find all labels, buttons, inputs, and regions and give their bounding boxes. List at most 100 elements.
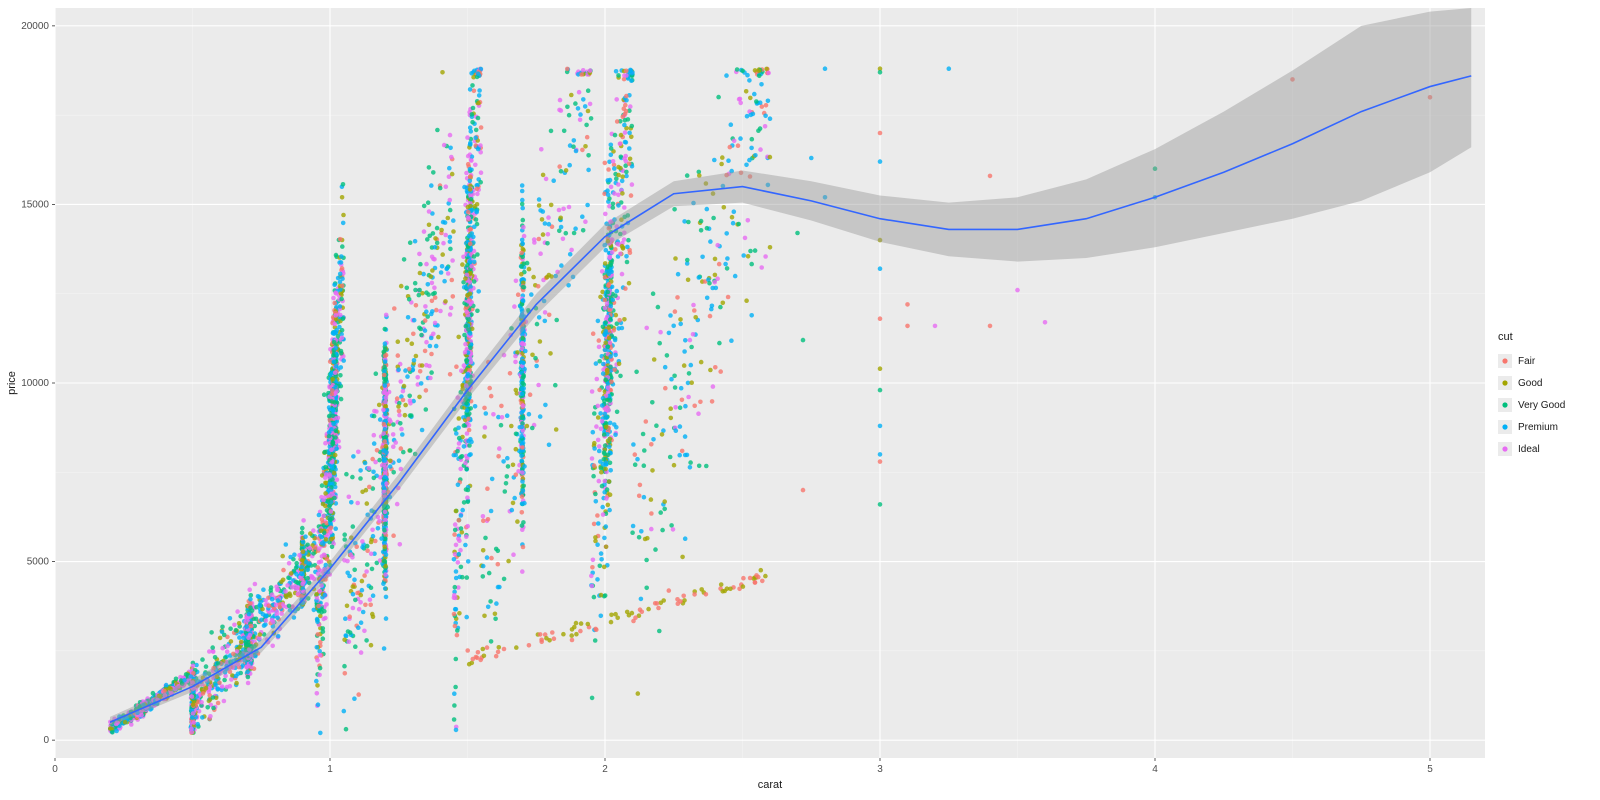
data-point — [469, 360, 474, 365]
data-point — [371, 615, 376, 620]
data-point — [191, 671, 196, 676]
data-point — [356, 625, 361, 630]
data-point — [429, 274, 434, 279]
data-point — [332, 496, 337, 501]
data-point — [418, 262, 423, 267]
data-point — [534, 364, 539, 369]
data-point — [383, 586, 388, 591]
data-point — [513, 354, 518, 359]
data-point — [246, 681, 251, 686]
data-point — [315, 691, 320, 696]
data-point — [370, 567, 375, 572]
data-point — [487, 571, 492, 576]
data-point — [514, 432, 519, 437]
data-point — [357, 607, 362, 612]
data-point — [514, 279, 519, 284]
data-point — [383, 572, 388, 577]
data-point — [549, 129, 554, 134]
data-point — [410, 341, 415, 346]
data-point — [435, 128, 440, 133]
data-point — [383, 400, 388, 405]
data-point — [417, 288, 422, 293]
data-point — [453, 522, 458, 527]
data-point — [382, 545, 387, 550]
data-point — [493, 612, 498, 617]
data-point — [319, 528, 324, 533]
data-point — [442, 143, 447, 148]
data-point — [455, 449, 460, 454]
data-point — [442, 279, 447, 284]
data-point — [383, 427, 388, 432]
data-point — [488, 599, 493, 604]
data-point — [464, 171, 469, 176]
data-point — [462, 363, 467, 368]
data-point — [287, 561, 292, 566]
data-point — [254, 617, 259, 622]
data-point — [382, 365, 387, 370]
data-point — [520, 189, 525, 194]
data-point — [339, 297, 344, 302]
data-point — [477, 93, 482, 98]
data-point — [151, 691, 156, 696]
data-point — [470, 112, 475, 117]
data-point — [351, 584, 356, 589]
data-point — [529, 292, 534, 297]
data-point — [500, 415, 505, 420]
data-point — [278, 605, 283, 610]
data-point — [520, 206, 525, 211]
data-point — [238, 614, 243, 619]
data-point — [391, 533, 396, 538]
data-point — [345, 571, 350, 576]
data-point — [418, 271, 423, 276]
data-point — [506, 559, 511, 564]
data-point — [351, 454, 356, 459]
data-point — [384, 616, 389, 621]
data-point — [486, 605, 491, 610]
data-point — [454, 509, 459, 514]
data-point — [572, 138, 577, 143]
data-point — [567, 205, 572, 210]
data-point — [129, 722, 134, 727]
data-point — [457, 611, 462, 616]
data-point — [468, 142, 473, 147]
data-point — [393, 440, 398, 445]
data-point — [228, 684, 233, 689]
data-point — [463, 543, 468, 548]
data-point — [191, 702, 196, 707]
data-point — [535, 322, 540, 327]
data-point — [338, 272, 343, 277]
data-point — [454, 728, 459, 733]
data-point — [330, 466, 335, 471]
data-point — [371, 470, 376, 475]
data-point — [434, 308, 439, 313]
data-point — [190, 694, 195, 699]
data-point — [511, 552, 516, 557]
data-point — [392, 306, 397, 311]
data-point — [456, 426, 461, 431]
data-point — [472, 254, 477, 259]
data-point — [470, 120, 475, 125]
data-point — [474, 128, 479, 133]
data-point — [482, 406, 487, 411]
data-point — [464, 310, 469, 315]
data-point — [307, 561, 312, 566]
data-point — [584, 123, 589, 128]
data-point — [123, 720, 128, 725]
data-point — [210, 645, 215, 650]
data-point — [499, 423, 504, 428]
data-point — [362, 629, 367, 634]
data-point — [360, 579, 365, 584]
data-point — [521, 218, 526, 223]
data-point — [435, 226, 440, 231]
data-point — [385, 391, 390, 396]
data-point — [433, 245, 438, 250]
data-point — [448, 198, 453, 203]
data-point — [248, 597, 253, 602]
data-point — [229, 677, 234, 682]
data-point — [280, 554, 285, 559]
data-point — [334, 313, 339, 318]
data-point — [519, 251, 524, 256]
data-point — [520, 202, 525, 207]
data-point — [465, 135, 470, 140]
data-point — [328, 474, 333, 479]
